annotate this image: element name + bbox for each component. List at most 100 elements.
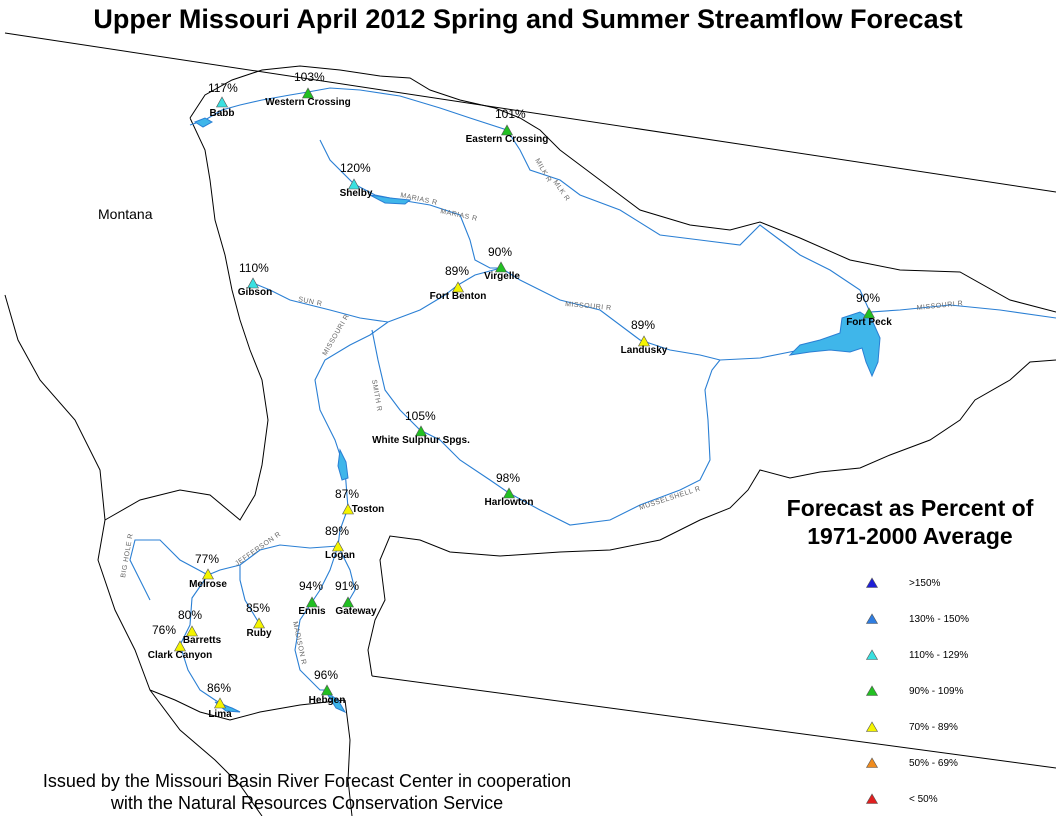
station-name: Fort Benton: [430, 291, 487, 302]
station-landusky: 89% Landusky: [621, 318, 668, 356]
river-label: MARIAS R: [440, 208, 478, 223]
station-percent: 105%: [405, 409, 436, 423]
station-name: Lima: [208, 709, 232, 720]
station-name: Ruby: [247, 628, 272, 639]
river-label: MLK R: [551, 179, 570, 203]
station-percent: 89%: [325, 524, 349, 538]
station-name: Hebgen: [309, 695, 346, 706]
fort-peck-lake: [788, 311, 881, 378]
map-title: Upper Missouri April 2012 Spring and Sum…: [93, 4, 963, 34]
station-name: Logan: [325, 550, 355, 561]
station-babb: 117% Babb: [208, 81, 238, 119]
station-percent: 96%: [314, 668, 338, 682]
credit-line-1: Issued by the Missouri Basin River Forec…: [42, 771, 572, 791]
legend-item-label: 110% - 129%: [909, 650, 969, 661]
river-ruby: [239, 565, 260, 624]
station-lima: 86% Lima: [207, 681, 232, 720]
station-marker-triangle: [305, 596, 319, 608]
hebgen-lake: [325, 691, 347, 714]
station-name: Ennis: [298, 606, 326, 617]
station-marker-triangle: [500, 124, 514, 136]
station-name: Virgelle: [484, 271, 520, 282]
credit-line-2: with the Natural Resources Conservation …: [110, 793, 504, 813]
station-name: Babb: [210, 108, 235, 119]
station-percent: 98%: [496, 471, 520, 485]
station-name: Shelby: [340, 188, 373, 199]
station-fort-benton: 89% Fort Benton: [430, 264, 487, 302]
station-white-sulphur-spgs: 105% White Sulphur Spgs.: [372, 409, 470, 446]
station-percent: 90%: [488, 245, 512, 259]
station-ennis: 94% Ennis: [298, 579, 326, 617]
legend-triangle-icon: [865, 613, 879, 624]
river-smith: [371, 329, 510, 494]
station-marker-triangle: [862, 307, 876, 319]
station-marker-triangle: [201, 568, 215, 580]
legend-title-line1: Forecast as Percent of: [786, 495, 1034, 521]
canyon-ferry-lake: [337, 448, 349, 481]
station-percent: 117%: [208, 81, 238, 95]
station-name: Eastern Crossing: [466, 134, 549, 145]
station-name: Gateway: [335, 606, 377, 617]
river-jefferson: [179, 544, 339, 646]
legend-title: Forecast as Percent of 1971-2000 Average: [760, 494, 1056, 550]
river-big-hole: [129, 539, 209, 601]
station-name: Fort Peck: [846, 317, 892, 328]
station-name: Gibson: [238, 287, 272, 298]
station-percent: 91%: [335, 579, 359, 593]
river-label: MISSOURI R: [322, 313, 351, 357]
legend-item-label: >150%: [909, 578, 941, 589]
tiber-reservoir: [369, 194, 412, 205]
station-name: White Sulphur Spgs.: [372, 435, 470, 446]
state-border-west: [4, 294, 263, 816]
station-marker-triangle: [341, 596, 355, 608]
station-gateway: 91% Gateway: [335, 579, 377, 617]
station-marker-triangle: [185, 625, 199, 637]
station-name: Western Crossing: [265, 97, 350, 108]
station-percent: 120%: [340, 161, 371, 175]
forecast-stations: 117% Babb 103% Western Crossing 101% Eastern …: [148, 70, 892, 720]
station-fort-peck: 90% Fort Peck: [846, 291, 892, 328]
station-percent: 90%: [856, 291, 880, 305]
river-label: MISSOURI R: [565, 301, 612, 312]
station-gibson: 110% Gibson: [238, 261, 272, 298]
basin-outline: [104, 65, 1056, 721]
station-name: Toston: [352, 504, 385, 515]
station-clark-canyon: 76% Clark Canyon: [148, 623, 212, 661]
station-percent: 86%: [207, 681, 231, 695]
station-marker-triangle: [341, 503, 355, 515]
river-label: MARIAS R: [400, 192, 438, 207]
station-percent: 77%: [195, 552, 219, 566]
river-madison: [294, 545, 339, 691]
river-label: MUSSELSHELL R: [638, 485, 701, 512]
legend-item-label: 130% - 150%: [909, 614, 970, 625]
station-percent: 80%: [178, 608, 202, 622]
legend-triangle-icon: [865, 721, 879, 732]
legend-triangle-icon: [865, 649, 879, 660]
station-name: Landusky: [621, 345, 668, 356]
lake-sherburne: [193, 117, 214, 128]
station-percent: 103%: [294, 70, 325, 84]
station-marker-triangle: [215, 96, 229, 108]
station-marker-triangle: [320, 684, 334, 696]
legend-triangle-icon: [865, 685, 879, 696]
legend-item-label: 90% - 109%: [909, 686, 964, 697]
river-milk: [506, 129, 1056, 319]
station-percent: 89%: [631, 318, 655, 332]
station-marker-triangle: [301, 87, 315, 99]
station-percent: 101%: [495, 107, 526, 121]
river-label: JEFFERSON R: [234, 531, 282, 568]
station-eastern-crossing: 101% Eastern Crossing: [466, 107, 549, 145]
station-marker-triangle: [252, 617, 266, 629]
credit-text: Issued by the Missouri Basin River Forec…: [0, 770, 614, 814]
station-percent: 76%: [152, 623, 176, 637]
state-border-south: [371, 675, 1056, 769]
station-logan: 89% Logan: [325, 524, 355, 561]
canada-border-line: [4, 32, 1056, 193]
station-name: Harlowton: [485, 497, 534, 508]
station-toston: 87% Toston: [335, 487, 384, 515]
station-marker-triangle: [494, 261, 508, 273]
river-label: MILK R: [533, 158, 552, 184]
